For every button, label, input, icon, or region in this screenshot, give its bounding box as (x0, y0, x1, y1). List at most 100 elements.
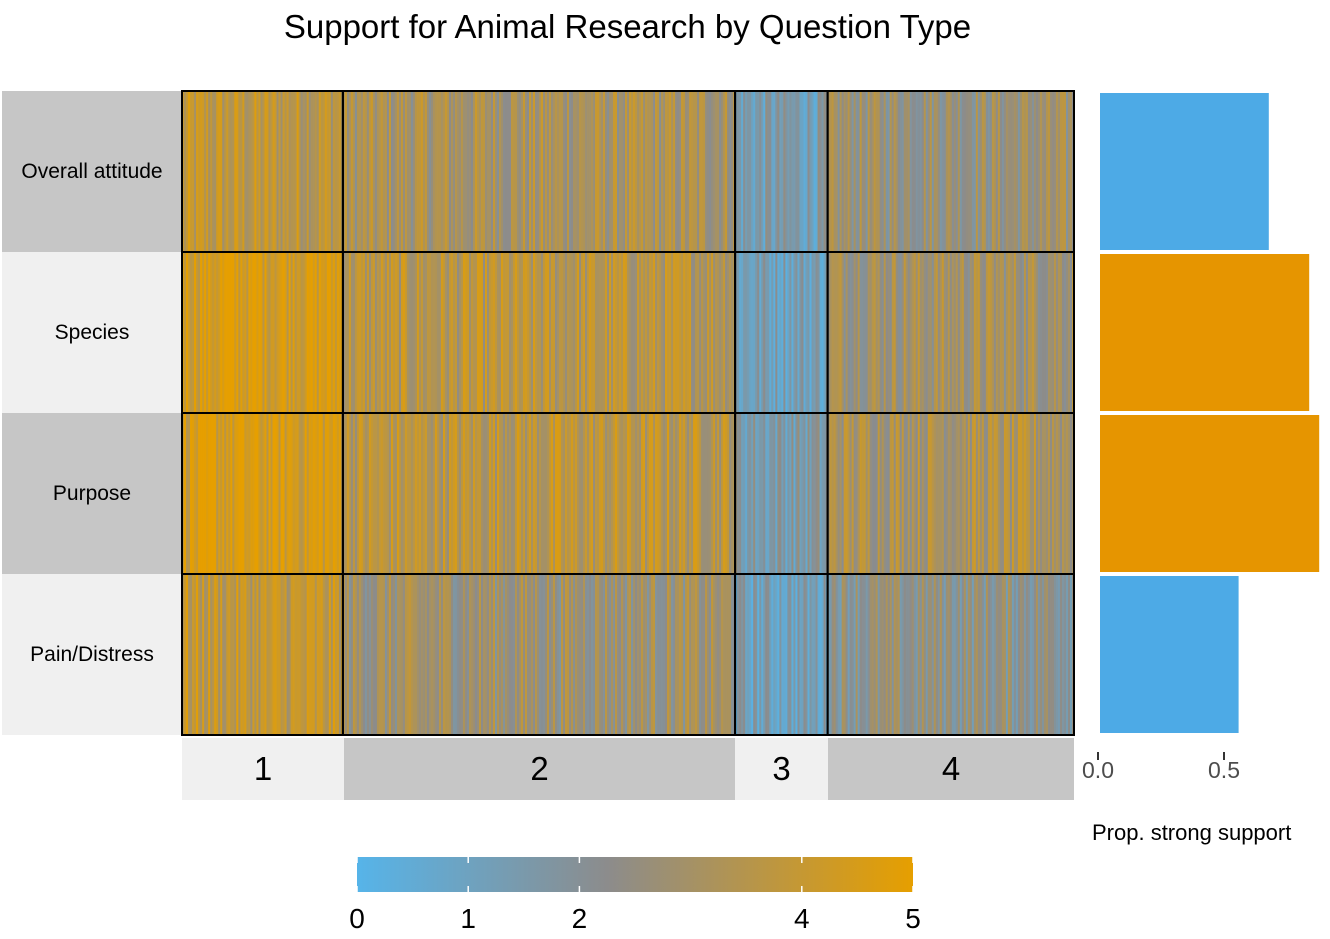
heatmap-stripe (322, 252, 326, 413)
heatmap-stripe (386, 252, 390, 413)
heatmap-stripe (330, 91, 334, 252)
heatmap-stripe (1067, 574, 1071, 735)
heatmap-stripe (727, 574, 730, 735)
heatmap-stripe (280, 252, 283, 413)
heatmap-stripe (865, 91, 869, 252)
heatmap-stripe (290, 413, 294, 574)
heatmap-stripe (757, 574, 760, 735)
heatmap-stripe (675, 413, 678, 574)
heatmap-stripe (302, 91, 306, 252)
heatmap-stripe (669, 413, 672, 574)
heatmap-stripe (256, 574, 259, 735)
heatmap-stripe (284, 574, 287, 735)
heatmap-stripe (945, 413, 949, 574)
heatmap-stripe (731, 574, 734, 735)
heatmap-stripe (328, 413, 332, 574)
heatmap-stripe (348, 413, 352, 574)
heatmap-stripe (683, 413, 686, 574)
heatmap-stripe (911, 574, 915, 735)
heatmap-stripe (468, 91, 472, 252)
heatmap-stripe (438, 413, 442, 574)
heatmap-stripe (797, 91, 800, 252)
heatmap-stripe (346, 252, 350, 413)
heatmap-stripe (679, 252, 682, 413)
heatmap-stripe (264, 252, 267, 413)
heatmap-stripe (941, 91, 945, 252)
heatmap-stripe (735, 574, 738, 735)
heatmap-stripe (899, 574, 903, 735)
heatmap-stripe (803, 413, 806, 574)
heatmap-stripe (506, 574, 510, 735)
heatmap-stripe (659, 252, 662, 413)
heatmap-stripe (997, 252, 1001, 413)
heatmap-stripe (543, 574, 546, 735)
heatmap-stripe (374, 574, 378, 735)
heatmap-stripe (905, 252, 909, 413)
heatmap-stripe (921, 413, 925, 574)
heatmap-stripe (448, 91, 452, 252)
heatmap-stripe (807, 574, 810, 735)
heatmap-stripe (442, 574, 446, 735)
heatmap-stripe (372, 413, 376, 574)
heatmap-stripe (1061, 413, 1065, 574)
heatmap-stripe (220, 574, 223, 735)
heatmap-stripe (987, 413, 991, 574)
heatmap-stripe (396, 574, 400, 735)
heatmap-stripe (671, 574, 674, 735)
heatmap-stripe (1057, 574, 1061, 735)
legend-tick-label-2: 2 (571, 903, 588, 934)
heatmap-stripe (238, 91, 241, 252)
heatmap-stripe (927, 252, 931, 413)
heatmap-stripe (645, 252, 648, 413)
heatmap-stripe (360, 574, 364, 735)
heatmap-stripe (224, 91, 227, 252)
heatmap-stripe (480, 574, 484, 735)
heatmap-stripe (470, 413, 474, 574)
heatmap-stripe (1037, 413, 1041, 574)
heatmap-stripe (374, 413, 378, 574)
heatmap-stripe (268, 252, 271, 413)
heatmap-stripe (244, 252, 247, 413)
heatmap-stripe (865, 413, 869, 574)
heatmap-stripe (883, 252, 887, 413)
heatmap-stripe (1069, 252, 1073, 413)
heatmap-stripe (813, 252, 816, 413)
heatmap-stripe (1047, 91, 1051, 252)
heatmap-stripe (793, 574, 796, 735)
heatmap-stripe (498, 91, 502, 252)
heatmap-stripe (895, 252, 899, 413)
column-label-bg (735, 738, 828, 800)
heatmap-stripe (248, 91, 251, 252)
heatmap-stripe (368, 91, 372, 252)
heatmap-stripe (811, 91, 814, 252)
heatmap-stripe (997, 91, 1001, 252)
heatmap-stripe (577, 252, 580, 413)
heatmap-stripe (318, 91, 322, 252)
heatmap-stripe (190, 91, 193, 252)
heatmap-stripe (474, 252, 478, 413)
heatmap-stripe (761, 413, 764, 574)
heatmap-stripe (613, 91, 616, 252)
heatmap-stripe (184, 91, 187, 252)
heatmap-stripe (1067, 252, 1071, 413)
heatmap-stripe (234, 252, 237, 413)
heatmap-stripe (903, 574, 907, 735)
heatmap-stripe (422, 252, 426, 413)
heatmap-stripe (819, 91, 822, 252)
heatmap-stripe (316, 574, 320, 735)
heatmap-stripe (1001, 91, 1005, 252)
heatmap-stripe (232, 413, 235, 574)
heatmap-stripe (410, 413, 414, 574)
heatmap-stripe (855, 252, 859, 413)
heatmap-stripe (971, 574, 975, 735)
heatmap-stripe (711, 574, 714, 735)
heatmap-stripe (693, 413, 696, 574)
heatmap-stripe (522, 574, 526, 735)
heatmap-stripe (557, 91, 560, 252)
heatmap-stripe (913, 574, 917, 735)
heatmap-stripe (312, 252, 316, 413)
heatmap-stripe (827, 91, 831, 252)
heatmap-stripe (326, 574, 330, 735)
heatmap-stripe (903, 252, 907, 413)
heatmap-stripe (378, 413, 382, 574)
